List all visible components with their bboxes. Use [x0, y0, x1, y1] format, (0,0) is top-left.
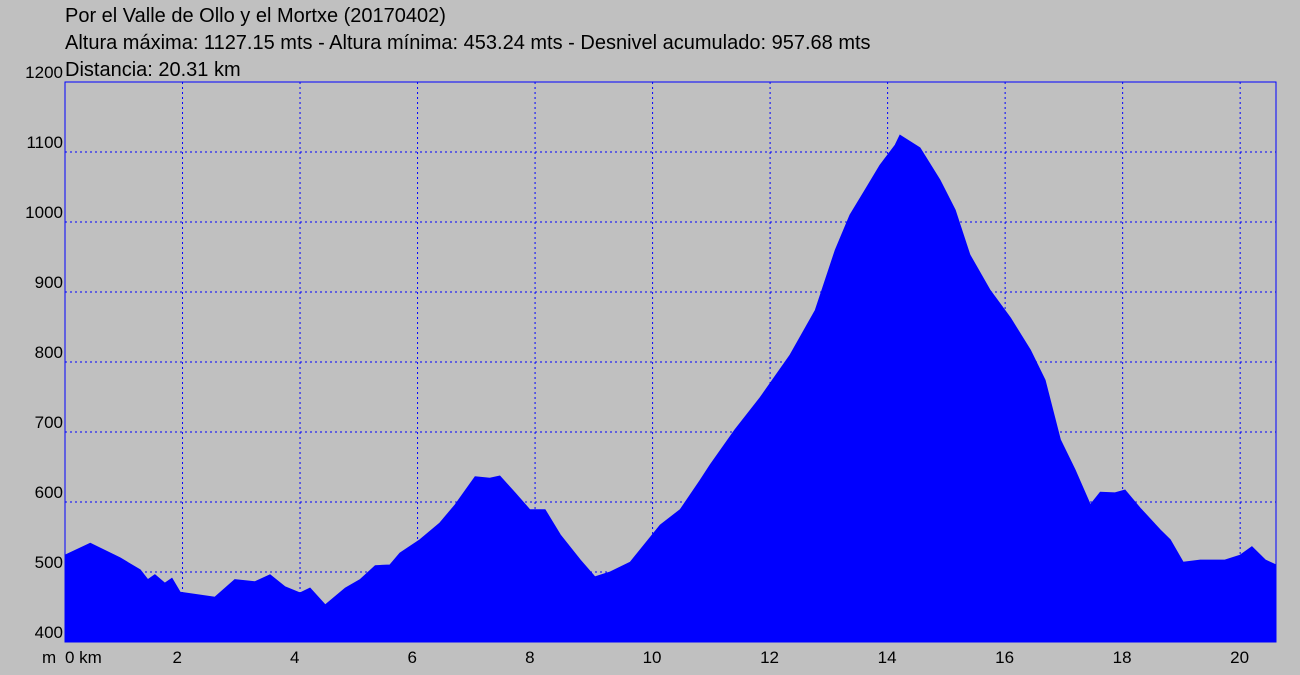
x-tick-label: 8: [525, 648, 534, 667]
y-tick-label: 400: [35, 623, 63, 642]
plot-area: 400 500 600 700 800 900 1000 1100 1200 0 km 2 4 6 8 10…: [25, 63, 1277, 667]
plot-border: [64, 81, 1277, 643]
x-tick-label: 20: [1230, 648, 1249, 667]
x-tick-label: 0 km: [65, 648, 102, 667]
x-tick-label: 10: [643, 648, 662, 667]
y-tick-label: 900: [35, 273, 63, 292]
x-tick-label: 14: [878, 648, 897, 667]
y-tick-label: 700: [35, 413, 63, 432]
y-tick-label: 1100: [26, 133, 63, 152]
y-tick-label: 800: [35, 343, 63, 362]
chart-subtitle: Altura máxima: 1127.15 mts - Altura míni…: [65, 32, 871, 54]
y-axis-label: m: [42, 648, 56, 667]
annotation: Distancia: 20.31 km: [65, 59, 241, 81]
y-tick-label: 500: [35, 553, 63, 572]
y-tick-label: 1200: [25, 63, 63, 82]
y-tick-label: 1000: [25, 203, 63, 222]
y-tick-label: 600: [35, 483, 63, 502]
x-tick-label: 6: [408, 648, 417, 667]
x-tick-label: 12: [760, 648, 779, 667]
x-tick-label: 18: [1113, 648, 1132, 667]
elevation-area: [64, 134, 1277, 643]
x-tick-label: 4: [290, 648, 299, 667]
x-tick-label: 16: [995, 648, 1014, 667]
chart-title: Por el Valle de Ollo y el Mortxe (201704…: [65, 5, 446, 27]
x-tick-label: 2: [173, 648, 182, 667]
